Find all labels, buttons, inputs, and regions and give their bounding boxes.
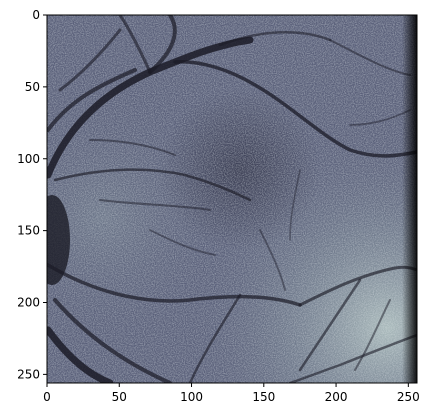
x-tick-label: 50 [112,390,127,404]
retina-image [47,15,417,383]
x-tick-label: 100 [180,390,203,404]
x-tick-label: 200 [325,390,348,404]
y-tick-label: 250 [17,367,40,381]
y-tick-label: 200 [17,296,40,310]
x-axis: 0 50 100 150 200 250 [43,383,420,404]
axes-frame [46,14,418,384]
y-tick-label: 0 [32,8,40,22]
y-tick-label: 100 [17,152,40,166]
y-axis: 0 50 100 150 200 250 [17,8,47,381]
y-tick-label: 150 [17,224,40,238]
x-tick-label: 150 [252,390,275,404]
x-tick-label: 250 [397,390,420,404]
vessel-network [47,15,417,383]
y-tick-label: 50 [25,80,40,94]
x-tick-label: 0 [43,390,51,404]
optic-disc [47,195,70,285]
